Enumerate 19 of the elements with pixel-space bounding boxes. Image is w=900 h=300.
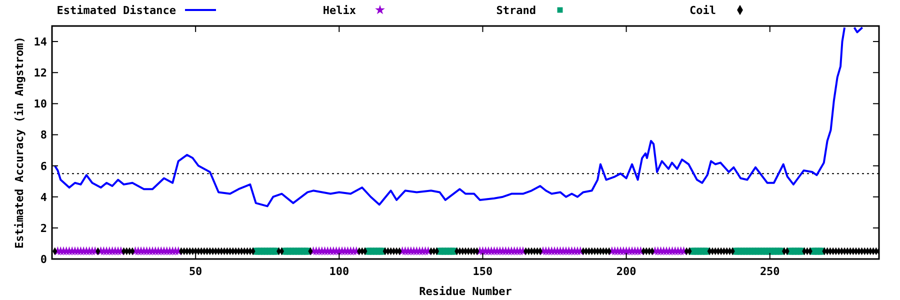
y-tick-label: 14 [34, 36, 48, 49]
y-tick-label: 0 [40, 253, 47, 266]
legend-label: Strand [496, 4, 536, 17]
legend-label: Helix [322, 4, 356, 17]
x-axis-title: Residue Number [419, 285, 512, 298]
x-tick-label: 200 [616, 265, 636, 278]
y-tick-label: 2 [40, 222, 47, 235]
y-tick-label: 6 [40, 160, 48, 173]
y-tick-label: 4 [40, 190, 48, 204]
x-tick-label: 150 [472, 265, 493, 278]
y-tick-label: 10 [34, 98, 47, 111]
legend-label: Estimated Distance [56, 4, 176, 17]
x-tick-label: 250 [760, 265, 780, 278]
y-axis-title: Estimated Accuracy (in Angstrom) [13, 36, 26, 248]
y-tick-label: 8 [40, 128, 47, 142]
y-tick-label: 12 [34, 66, 47, 80]
legend-label: Coil [690, 4, 716, 17]
x-tick-label: 50 [188, 265, 202, 278]
x-tick-label: 100 [329, 265, 350, 278]
